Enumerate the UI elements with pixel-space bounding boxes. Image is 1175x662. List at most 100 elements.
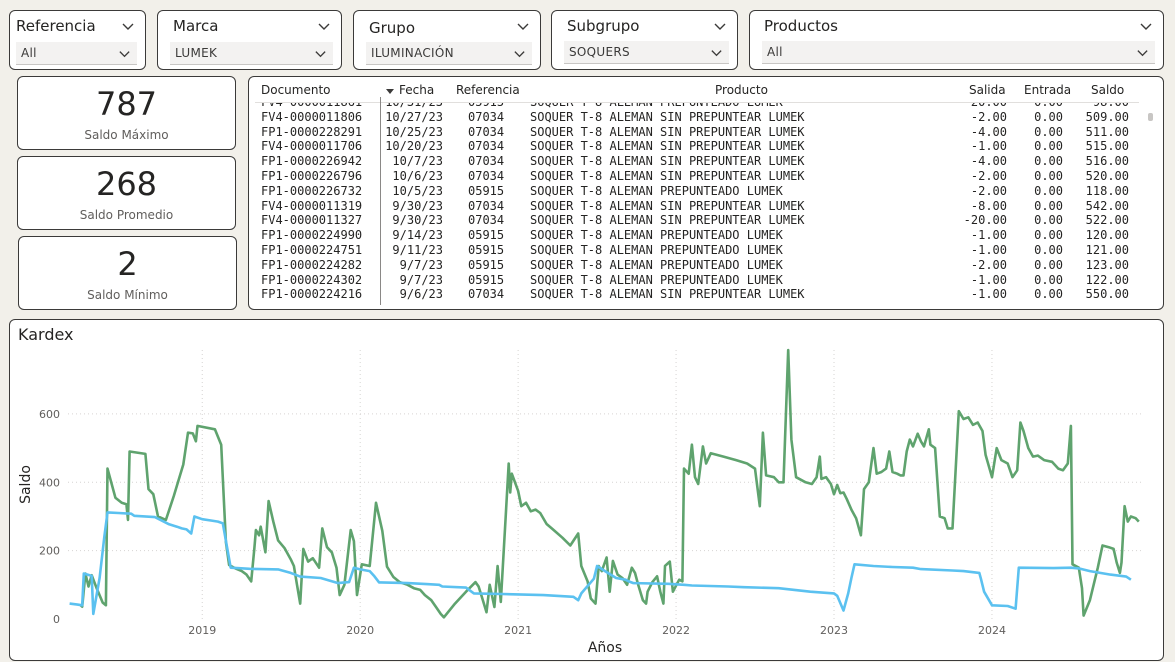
- cell-documento: FP1-0000224216: [261, 287, 363, 302]
- slicer-productos[interactable]: Productos All: [749, 10, 1164, 70]
- cell-fecha: 10/20/23: [385, 139, 443, 154]
- cell-entrada: 0.00: [1015, 103, 1063, 110]
- cell-salida: -4.00: [970, 154, 1007, 169]
- table-row[interactable]: FP1-0000226942 10/7/23 07034 SOQUER T-8 ALE…: [249, 154, 1139, 169]
- series-line-2: [69, 511, 1132, 616]
- cell-saldo: 542.00: [1085, 198, 1129, 213]
- col-header-fecha[interactable]: Fecha: [399, 83, 435, 97]
- table-row[interactable]: FP1-0000224302 9/7/23 05915 SOQUER T-8 ALEM…: [249, 273, 1139, 288]
- cell-entrada: 0.00: [1034, 287, 1063, 302]
- slicer-value: SOQUERS: [569, 45, 630, 59]
- chevron-down-icon: [711, 50, 722, 57]
- x-tick-label: 2020: [346, 624, 374, 637]
- slicer-grupo[interactable]: Grupo ILUMINACIÓN: [353, 10, 541, 70]
- table-row[interactable]: FV4-0000011319 9/30/23 07034 SOQUER T-8 ALE…: [249, 199, 1139, 214]
- cell-referencia: 07034: [468, 287, 505, 302]
- table-row[interactable]: FP1-0000226796 10/6/23 07034 SOQUER T-8 ALE…: [249, 169, 1139, 184]
- cell-producto: SOQUER T-8 ALEMAN SIN PREPUNTEAR LUMEK: [530, 109, 805, 124]
- col-header-salida[interactable]: Salida: [969, 83, 1006, 97]
- cell-documento: FP1-0000226796: [261, 168, 363, 183]
- kpi-value: 787: [95, 85, 158, 123]
- table-row[interactable]: FP1-0000224751 9/11/23 05915 SOQUER T-8 ALE…: [249, 243, 1139, 258]
- sort-descending-icon[interactable]: [386, 89, 394, 94]
- cell-salida: -2.00: [970, 109, 1007, 124]
- cell-fecha: 10/6/23: [392, 168, 443, 183]
- slicer-subgrupo[interactable]: Subgrupo SOQUERS: [551, 10, 738, 70]
- cell-salida: -8.00: [970, 198, 1007, 213]
- kpi-label: Saldo Promedio: [79, 208, 174, 222]
- cell-fecha: 10/7/23: [392, 154, 443, 169]
- slicer-value: All: [767, 45, 783, 59]
- col-header-referencia[interactable]: Referencia: [456, 83, 520, 97]
- cell-referencia: 07034: [468, 198, 505, 213]
- slicer-referencia[interactable]: Referencia All: [9, 10, 146, 70]
- table-row[interactable]: FP1-0000228291 10/25/23 07034 SOQUER T-8 AL…: [249, 125, 1139, 140]
- cell-documento: FV4-0000011319: [261, 198, 363, 213]
- cell-entrada: 0.00: [1034, 139, 1063, 154]
- table-body[interactable]: FV4-0000011861 10/31/23 05915 SOQUER T-8 AL…: [249, 103, 1139, 305]
- table-row[interactable]: FV4-0000011706 10/20/23 07034 SOQUER T-8 AL…: [249, 139, 1139, 154]
- cell-saldo: 522.00: [1085, 213, 1129, 228]
- x-axis-title: Años: [588, 640, 622, 656]
- col-header-saldo[interactable]: Saldo: [1091, 83, 1125, 97]
- cell-salida: -1.00: [970, 139, 1007, 154]
- cell-fecha: 9/30/23: [392, 198, 443, 213]
- slicer-value: ILUMINACIÓN: [371, 46, 454, 60]
- movements-table[interactable]: Documento Fecha Referencia Producto Sali…: [248, 76, 1164, 310]
- slicer-dropdown[interactable]: SOQUERS: [564, 41, 729, 64]
- cell-saldo: 515.00: [1085, 139, 1129, 154]
- cell-fecha: 10/31/23: [381, 103, 443, 110]
- col-header-producto[interactable]: Producto: [715, 83, 768, 97]
- table-row[interactable]: FP1-0000224990 9/14/23 05915 SOQUER T-8 ALE…: [249, 228, 1139, 243]
- slicer-dropdown[interactable]: All: [16, 42, 137, 65]
- cell-fecha: 9/11/23: [392, 242, 443, 257]
- cell-salida: -2.00: [970, 183, 1007, 198]
- cell-documento: FP1-0000224990: [261, 228, 363, 243]
- col-header-entrada[interactable]: Entrada: [1024, 83, 1072, 97]
- cell-fecha: 9/6/23: [399, 287, 443, 302]
- slicer-dropdown[interactable]: ILUMINACIÓN: [366, 42, 532, 65]
- cell-entrada: 0.00: [1034, 228, 1063, 243]
- chevron-down-icon[interactable]: [1139, 19, 1153, 33]
- chevron-down-icon: [514, 51, 525, 58]
- table-row[interactable]: FP1-0000226732 10/5/23 05915 SOQUER T-8 ALE…: [249, 184, 1139, 199]
- chevron-down-icon[interactable]: [516, 19, 530, 33]
- x-tick-label: 2022: [662, 624, 690, 637]
- table-row[interactable]: FP1-0000224216 9/6/23 07034 SOQUER T-8 ALEM…: [249, 287, 1139, 302]
- slicer-dropdown[interactable]: All: [762, 41, 1155, 64]
- scrollbar-thumb[interactable]: [1148, 113, 1153, 121]
- y-tick-label: 0: [53, 613, 60, 626]
- cell-documento: FV4-0000011706: [261, 139, 363, 154]
- table-row[interactable]: FP1-0000224282 9/7/23 05915 SOQUER T-8 ALEM…: [249, 258, 1139, 273]
- chevron-down-icon[interactable]: [121, 19, 135, 33]
- kpi-value: 268: [95, 165, 158, 203]
- slicer-value: LUMEK: [175, 46, 218, 60]
- cell-producto: SOQUER T-8 ALEMAN SIN PREPUNTEAR LUMEK: [530, 124, 805, 139]
- col-header-documento[interactable]: Documento: [261, 83, 331, 97]
- cell-entrada: 0.00: [1034, 124, 1063, 139]
- slicer-dropdown[interactable]: LUMEK: [170, 42, 333, 65]
- cell-referencia: 07034: [468, 154, 505, 169]
- header-divider: [255, 102, 1139, 103]
- cell-documento: FP1-0000224302: [261, 272, 363, 287]
- table-row[interactable]: FV4-0000011327 9/30/23 07034 SOQUER T-8 ALE…: [249, 213, 1139, 228]
- chevron-down-icon[interactable]: [713, 19, 727, 33]
- table-row[interactable]: FV4-0000011861 10/31/23 05915 SOQUER T-8 AL…: [249, 103, 1139, 110]
- cell-saldo: 511.00: [1085, 124, 1129, 139]
- table-row[interactable]: FV4-0000011806 10/27/23 07034 SOQUER T-8 AL…: [249, 110, 1139, 125]
- x-tick-label: 2021: [504, 624, 532, 637]
- chevron-down-icon[interactable]: [317, 19, 331, 33]
- chart-plot: 0 200 400 600 2019 2020 2021 2022 2023 2024 Años Sa…: [18, 348, 1142, 656]
- cell-producto: SOQUER T-8 ALEMAN SIN PREPUNTEAR LUMEK: [530, 213, 805, 228]
- slicer-marca[interactable]: Marca LUMEK: [157, 10, 342, 70]
- cell-saldo: 98.00: [1069, 103, 1129, 110]
- cell-saldo: 121.00: [1085, 242, 1129, 257]
- cell-producto: SOQUER T-8 ALEMAN PREPUNTEADO LUMEK: [530, 183, 783, 198]
- kpi-saldo-promedio: 268 Saldo Promedio: [17, 156, 236, 230]
- cell-producto: SOQUER T-8 ALEMAN SIN PREPUNTEAR LUMEK: [530, 154, 805, 169]
- cell-entrada: 0.00: [1034, 213, 1063, 228]
- cell-referencia: 05915: [468, 183, 505, 198]
- cell-saldo: 550.00: [1085, 287, 1129, 302]
- y-tick-label: 200: [39, 545, 60, 558]
- slicer-title: Productos: [764, 17, 838, 35]
